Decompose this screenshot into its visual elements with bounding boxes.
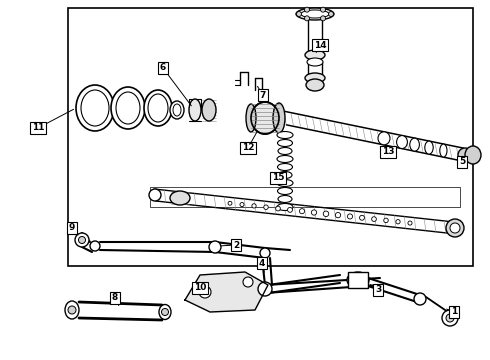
Text: 5: 5: [459, 158, 465, 166]
Circle shape: [68, 306, 76, 314]
Ellipse shape: [277, 180, 293, 186]
Circle shape: [446, 314, 454, 322]
Ellipse shape: [278, 171, 292, 179]
Ellipse shape: [347, 272, 369, 288]
Ellipse shape: [360, 215, 365, 220]
Polygon shape: [185, 272, 268, 312]
Circle shape: [414, 293, 426, 305]
Ellipse shape: [425, 141, 433, 154]
Text: 10: 10: [194, 284, 206, 292]
Ellipse shape: [148, 94, 168, 122]
Ellipse shape: [170, 101, 184, 119]
Ellipse shape: [277, 156, 293, 162]
Ellipse shape: [65, 301, 79, 319]
Circle shape: [320, 7, 325, 12]
Ellipse shape: [278, 148, 292, 154]
Ellipse shape: [296, 8, 334, 20]
Bar: [348, 272, 368, 288]
Ellipse shape: [410, 138, 419, 151]
Text: 11: 11: [32, 123, 44, 132]
Circle shape: [320, 16, 325, 21]
Ellipse shape: [311, 210, 317, 215]
Ellipse shape: [288, 207, 293, 212]
Ellipse shape: [378, 132, 390, 145]
Ellipse shape: [278, 195, 292, 202]
Ellipse shape: [396, 220, 400, 224]
Ellipse shape: [81, 90, 109, 126]
Ellipse shape: [116, 92, 140, 124]
Circle shape: [328, 12, 334, 17]
Ellipse shape: [228, 201, 232, 205]
Text: 4: 4: [259, 258, 265, 267]
Ellipse shape: [240, 203, 244, 207]
Circle shape: [260, 248, 270, 258]
Ellipse shape: [408, 221, 412, 225]
Text: 9: 9: [69, 224, 75, 233]
Ellipse shape: [189, 99, 201, 121]
Ellipse shape: [347, 214, 352, 219]
Text: 3: 3: [375, 285, 381, 294]
Ellipse shape: [277, 163, 293, 171]
Circle shape: [258, 282, 272, 296]
Ellipse shape: [277, 139, 293, 147]
Ellipse shape: [277, 203, 293, 211]
Ellipse shape: [149, 189, 161, 201]
Ellipse shape: [301, 10, 329, 18]
Ellipse shape: [371, 217, 376, 221]
Circle shape: [199, 286, 211, 298]
Text: 6: 6: [160, 63, 166, 72]
Text: 7: 7: [260, 90, 266, 99]
Text: 8: 8: [112, 293, 118, 302]
Ellipse shape: [111, 87, 145, 129]
Ellipse shape: [465, 146, 481, 164]
Ellipse shape: [173, 104, 181, 116]
Text: 14: 14: [314, 40, 326, 49]
Ellipse shape: [246, 104, 256, 132]
Ellipse shape: [450, 223, 460, 233]
Circle shape: [90, 241, 100, 251]
Ellipse shape: [276, 206, 280, 211]
Circle shape: [304, 16, 310, 21]
Ellipse shape: [446, 219, 464, 237]
Ellipse shape: [202, 99, 216, 121]
Ellipse shape: [76, 85, 114, 131]
Ellipse shape: [323, 211, 329, 217]
Ellipse shape: [307, 58, 323, 66]
Ellipse shape: [335, 212, 341, 218]
Ellipse shape: [251, 102, 279, 134]
Ellipse shape: [305, 73, 325, 83]
Text: 15: 15: [272, 174, 284, 183]
Ellipse shape: [305, 50, 325, 60]
Ellipse shape: [306, 79, 324, 91]
Circle shape: [209, 241, 221, 253]
Circle shape: [78, 237, 85, 243]
Ellipse shape: [396, 136, 407, 149]
Ellipse shape: [458, 148, 472, 162]
Ellipse shape: [273, 103, 285, 133]
Ellipse shape: [277, 188, 293, 194]
Bar: [68, 8, 473, 266]
Ellipse shape: [144, 90, 172, 126]
Circle shape: [442, 310, 458, 326]
Ellipse shape: [252, 204, 256, 208]
Bar: [150, 187, 460, 207]
Ellipse shape: [299, 208, 305, 214]
Ellipse shape: [170, 191, 190, 205]
Text: 12: 12: [242, 144, 254, 153]
Ellipse shape: [264, 205, 268, 210]
Circle shape: [162, 309, 169, 315]
Ellipse shape: [384, 218, 388, 222]
Ellipse shape: [440, 144, 447, 157]
Text: 2: 2: [233, 240, 239, 249]
Circle shape: [75, 233, 89, 247]
Circle shape: [304, 7, 310, 12]
Text: 1: 1: [451, 307, 457, 316]
Circle shape: [296, 12, 301, 17]
Circle shape: [243, 277, 253, 287]
Text: 13: 13: [382, 148, 394, 157]
Ellipse shape: [159, 305, 171, 320]
Ellipse shape: [277, 131, 293, 139]
